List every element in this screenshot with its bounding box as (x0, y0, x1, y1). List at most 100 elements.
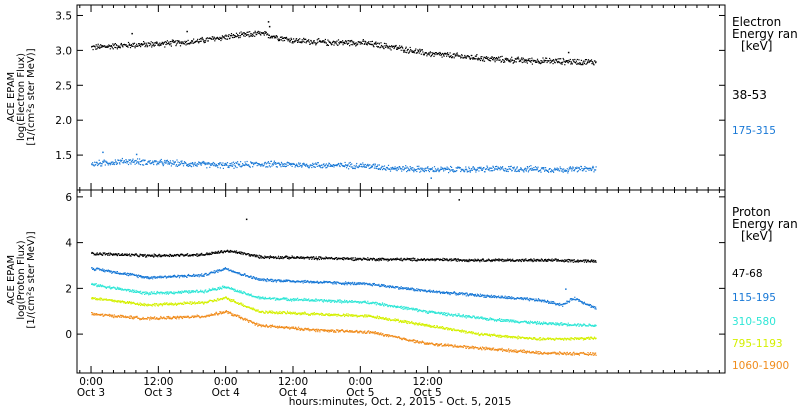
data-point (358, 165, 360, 167)
data-point (125, 254, 128, 256)
data-point (123, 253, 125, 255)
data-point (251, 295, 253, 297)
data-point (272, 164, 274, 166)
data-point (354, 43, 356, 45)
data-point (154, 254, 156, 256)
data-point (247, 294, 249, 296)
y-axis-label-line: log(Proton Flux) (16, 240, 27, 319)
data-point (252, 162, 254, 164)
data-point (215, 38, 217, 40)
data-point (541, 61, 544, 63)
data-point (368, 164, 370, 166)
data-point (110, 288, 112, 290)
data-point (248, 293, 250, 295)
data-point (189, 291, 191, 293)
data-point (153, 256, 155, 258)
data-point (528, 169, 530, 172)
data-point (127, 41, 130, 44)
data-point (101, 284, 103, 286)
data-point (494, 57, 496, 59)
data-point (268, 256, 270, 258)
data-point (544, 61, 546, 63)
data-point (151, 254, 153, 256)
data-point (428, 310, 430, 312)
data-point (280, 39, 283, 41)
data-point (223, 164, 225, 166)
data-point (248, 255, 250, 257)
data-point (501, 318, 503, 320)
data-point (460, 56, 462, 58)
data-point (195, 254, 197, 256)
data-point (475, 169, 477, 171)
data-point (312, 282, 314, 284)
data-point (439, 258, 442, 260)
data-point (192, 290, 194, 292)
data-point (305, 42, 307, 44)
data-point (389, 48, 391, 50)
data-point (303, 280, 305, 282)
data-point (404, 306, 406, 308)
data-point (498, 56, 500, 58)
data-point (468, 168, 470, 170)
data-point (327, 281, 329, 284)
data-point (98, 253, 100, 255)
data-point (163, 163, 165, 165)
data-point (533, 167, 535, 169)
data-point (258, 298, 260, 300)
data-point (299, 38, 301, 40)
data-point (412, 309, 414, 311)
data-point (390, 167, 392, 169)
data-point (99, 162, 101, 164)
data-point (262, 296, 264, 298)
data-point (153, 275, 155, 278)
data-point (330, 301, 333, 303)
data-point (302, 280, 304, 282)
data-point (345, 40, 347, 42)
data-point (130, 44, 132, 47)
data-point (531, 259, 533, 261)
data-point (282, 281, 285, 283)
data-point (93, 269, 95, 271)
data-point (440, 53, 443, 55)
data-point (509, 259, 511, 261)
data-point (307, 299, 309, 301)
data-point (286, 279, 288, 281)
data-point (240, 273, 242, 275)
data-point (168, 292, 170, 294)
data-point (368, 259, 370, 261)
data-point (555, 324, 557, 326)
data-point (359, 283, 361, 285)
data-point (136, 276, 138, 278)
data-point (501, 167, 503, 169)
data-point (422, 53, 424, 55)
data-point (429, 52, 431, 54)
data-point (452, 170, 454, 172)
data-point (300, 281, 302, 283)
data-point (578, 63, 580, 65)
data-point (463, 293, 465, 295)
data-point (197, 163, 199, 165)
data-point (207, 290, 209, 293)
data-point (482, 318, 484, 320)
data-point (230, 287, 233, 289)
data-point (363, 300, 365, 302)
data-point (427, 169, 429, 171)
data-point (145, 276, 147, 278)
data-point (502, 296, 504, 298)
data-point (190, 162, 192, 164)
data-point (276, 297, 278, 299)
data-point (480, 259, 482, 261)
data-point (155, 254, 157, 256)
data-point (267, 161, 269, 163)
data-point (329, 257, 332, 260)
data-point (210, 164, 212, 166)
data-point (458, 313, 460, 315)
data-point (452, 56, 454, 58)
data-point (107, 270, 109, 272)
data-point (370, 302, 372, 304)
data-point (187, 253, 189, 255)
data-point (367, 165, 369, 167)
data-point (283, 257, 286, 259)
data-point (453, 292, 455, 294)
data-point (378, 43, 380, 45)
